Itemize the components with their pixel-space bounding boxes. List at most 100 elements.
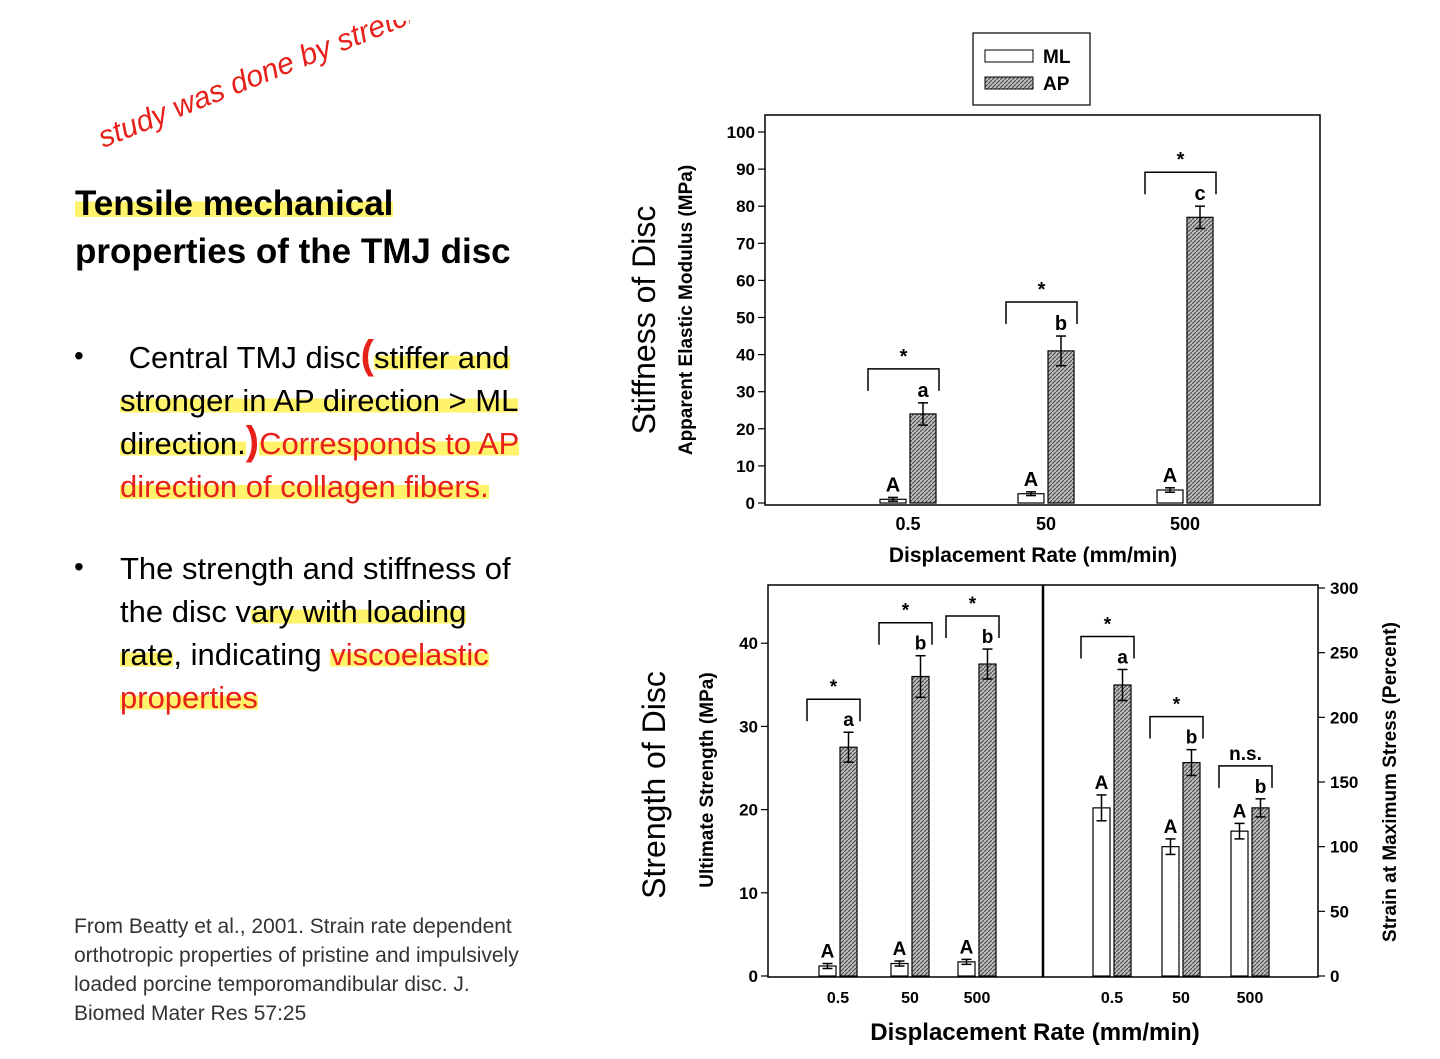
y-tick-label: 10 <box>736 457 755 476</box>
bar-ml <box>1161 846 1180 977</box>
group-letter-ap: b <box>982 627 994 648</box>
bottom-left-y-axis: 0 10 20 30 40 <box>739 634 768 986</box>
error-bar <box>1255 798 1266 818</box>
top-xlabel: Displacement Rate (mm/min) <box>889 544 1177 567</box>
significance-marker: * <box>1173 695 1181 716</box>
significance-bracket <box>1080 635 1135 659</box>
top-side-title: Stiffness of Disc <box>626 206 662 435</box>
significance-bracket <box>1218 765 1273 788</box>
error-bar <box>888 496 898 502</box>
bullet1-line4: direction of collagen fibers. <box>120 469 489 504</box>
error-bar <box>894 960 905 967</box>
legend-swatch-ml <box>984 49 1034 63</box>
bar-ap <box>978 663 997 977</box>
bar-ap <box>1113 684 1132 977</box>
legend-label-ap: AP <box>1043 74 1070 95</box>
bar-ml <box>1092 807 1111 977</box>
group-letter-ml: A <box>886 474 900 496</box>
bottom-side-title: Strength of Disc <box>636 671 672 899</box>
bullet2-line3c: viscoelastic <box>330 637 489 672</box>
y-tick-label: 70 <box>736 234 755 253</box>
x-tick-label: 0.5 <box>1101 990 1123 1007</box>
bar-ml <box>1230 830 1249 977</box>
y-tick-label: 50 <box>1330 902 1349 921</box>
bar-ap <box>1047 350 1075 504</box>
error-bar <box>982 648 993 680</box>
x-tick-label: 500 <box>1170 514 1200 534</box>
bullet2-line4: properties <box>120 680 258 715</box>
y-tick-label: 20 <box>739 801 758 820</box>
significance-bracket <box>1144 171 1217 195</box>
bullet2-line1: The strength and stiffness of <box>120 551 511 586</box>
bullet2-line2a: the disc v <box>120 594 251 629</box>
bullet-2: The strength and stiffness of the disc v… <box>120 547 620 719</box>
bullet2-line3b: , indicating <box>173 637 331 672</box>
bottom-right-ylabel: Strain at Maximum Stress (Percent) <box>1380 622 1401 942</box>
significance-bracket <box>1005 301 1078 325</box>
significance-bracket <box>1149 715 1204 739</box>
significance-marker: n.s. <box>1229 744 1262 765</box>
title-line1: Tensile mechanical <box>75 184 394 223</box>
bar-ap <box>909 413 937 504</box>
y-tick-label: 100 <box>727 123 755 142</box>
x-tick-label: 500 <box>964 990 991 1007</box>
handwritten-annotation: study was done by stretching the IZ <box>93 20 410 154</box>
error-bar <box>1186 748 1197 777</box>
y-tick-label: 30 <box>739 717 758 736</box>
significance-bracket <box>867 368 940 391</box>
significance-marker: * <box>900 346 908 368</box>
x-tick-label: 0.5 <box>827 990 849 1007</box>
bullet1-seg1: Central TMJ disc <box>128 340 361 375</box>
significance-bracket <box>945 615 1000 639</box>
bar-ap <box>1182 761 1201 977</box>
significance-marker: * <box>1038 279 1046 301</box>
group-letter-ml: A <box>1233 801 1247 822</box>
significance-marker: * <box>1177 149 1185 171</box>
significance-bracket <box>878 621 933 645</box>
error-bar <box>1165 487 1175 493</box>
top-ylabel: Apparent Elastic Modulus (MPa) <box>676 165 697 455</box>
y-tick-label: 0 <box>746 494 755 513</box>
group-letter-ap: b <box>1255 777 1267 798</box>
significance-marker: * <box>1104 614 1112 635</box>
x-tick-label: 50 <box>1036 514 1056 534</box>
group-letter-ml: A <box>1024 469 1038 491</box>
y-tick-label: 100 <box>1330 838 1358 857</box>
error-bar <box>1096 794 1107 822</box>
bottom-xlabel: Displacement Rate (mm/min) <box>870 1019 1199 1046</box>
error-bar <box>915 654 926 699</box>
bullet1-line3a: direction. <box>120 426 246 461</box>
significance-marker: * <box>902 601 910 622</box>
y-tick-label: 150 <box>1330 773 1358 792</box>
bar-ap <box>1186 216 1214 504</box>
slide-title: Tensile mechanical properties of the TMJ… <box>75 180 615 276</box>
y-tick-label: 0 <box>749 967 758 986</box>
group-letter-ml: A <box>960 937 974 958</box>
y-tick-label: 60 <box>736 271 755 290</box>
bullet-marker-2: • <box>74 551 84 582</box>
bullet1-seg2: stiffer and <box>373 340 510 375</box>
group-letter-ap: b <box>1186 728 1198 749</box>
group-letter-ml: A <box>1163 465 1177 487</box>
annotation-paren-open: ( <box>360 333 374 377</box>
group-letter-ap: a <box>1117 647 1128 668</box>
group-letter-ml: A <box>1095 773 1109 794</box>
y-tick-label: 20 <box>736 420 755 439</box>
error-bar <box>822 962 833 970</box>
bottom-right-y-axis: 0 50 100 150 200 250 300 <box>1318 579 1358 986</box>
error-bar <box>1234 822 1245 840</box>
y-tick-label: 90 <box>736 160 755 179</box>
bullet2-line2b: ary with loading <box>250 594 467 629</box>
group-letter-ap: b <box>915 634 927 655</box>
title-line2: properties of the TMJ disc <box>75 232 511 271</box>
y-tick-label: 30 <box>736 383 755 402</box>
error-bar <box>843 731 854 763</box>
group-letter-ap: a <box>843 710 854 731</box>
bar-ap <box>911 675 930 977</box>
legend: ML AP <box>972 32 1091 106</box>
bullet1-line2: stronger in AP direction > ML <box>120 383 519 418</box>
annotation-paren-close: ) <box>245 419 260 463</box>
